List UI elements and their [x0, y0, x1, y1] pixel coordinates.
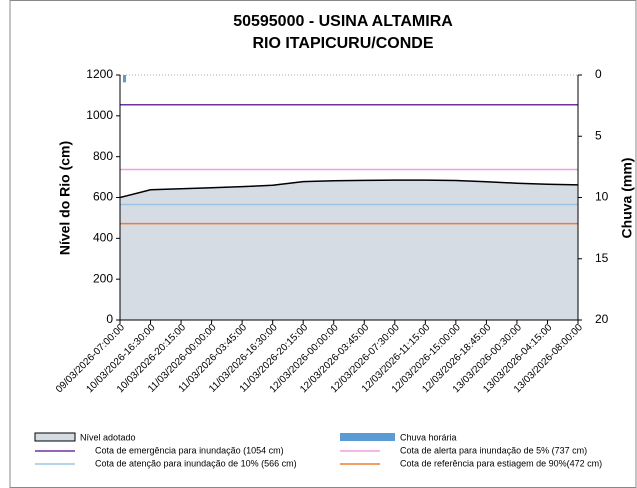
legend-swatch [340, 433, 395, 441]
legend-label: Chuva horária [400, 432, 457, 442]
y-tick-label: 1000 [86, 108, 113, 122]
legend-label: Cota de referência para estiagem de 90%(… [400, 458, 602, 468]
y-axis-label: Nível do Rio (cm) [57, 141, 73, 255]
rain-bar [123, 75, 126, 83]
y-tick-label: 400 [93, 231, 113, 245]
legend-label: Nível adotado [80, 432, 136, 442]
y-tick-label: 800 [93, 149, 113, 163]
y-tick-label: 200 [93, 271, 113, 285]
y-tick-label: 1200 [86, 67, 113, 81]
legend-label: Cota de atenção para inundação de 10% (5… [95, 458, 297, 468]
y-tick-label: 0 [106, 312, 113, 326]
area-line [119, 179, 579, 199]
y2-tick-label: 0 [595, 67, 602, 81]
legend-label: Cota de emergência para inundação (1054 … [95, 445, 284, 455]
y2-tick-label: 5 [595, 128, 602, 142]
chart-title: RIO ITAPICURU/CONDE [252, 35, 433, 52]
y2-axis-label: Chuva (mm) [619, 158, 635, 239]
y-tick-label: 600 [93, 190, 113, 204]
legend-swatch [34, 432, 76, 442]
area [120, 180, 578, 320]
y2-tick-label: 10 [595, 190, 609, 204]
legend-label: Cota de alerta para inundação de 5% (737… [400, 445, 587, 455]
y2-tick-label: 15 [595, 251, 609, 265]
chart-title: 50595000 - USINA ALTAMIRA [233, 13, 453, 30]
y2-tick-label: 20 [595, 312, 609, 326]
